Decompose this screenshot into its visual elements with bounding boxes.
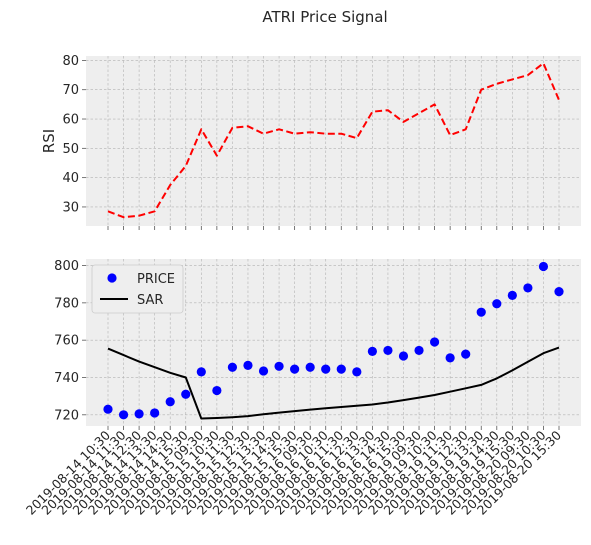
rsi-plot-area bbox=[86, 56, 581, 226]
price-ytick-label: 740 bbox=[54, 371, 79, 386]
price-point bbox=[321, 364, 331, 374]
chart-title: ATRI Price Signal bbox=[262, 8, 387, 26]
price-point bbox=[367, 346, 377, 356]
price-point bbox=[445, 353, 455, 363]
price-point bbox=[212, 385, 222, 396]
price-point bbox=[243, 360, 253, 370]
price-point bbox=[538, 261, 549, 272]
rsi-ytick-label: 60 bbox=[62, 113, 79, 128]
price-point bbox=[461, 349, 471, 359]
price-point bbox=[165, 397, 175, 407]
price-point bbox=[227, 362, 238, 372]
rsi-line bbox=[107, 62, 560, 219]
price-point bbox=[274, 361, 284, 371]
rsi-panel: 30 40 50 60 70 80 RSI bbox=[40, 54, 581, 230]
price-point bbox=[476, 307, 486, 317]
price-ytick-label: 800 bbox=[54, 259, 79, 274]
rsi-ytick-label: 50 bbox=[62, 142, 79, 157]
price-point bbox=[290, 364, 300, 374]
legend-label-price: PRICE bbox=[137, 272, 175, 287]
rsi-ytick-label: 70 bbox=[62, 83, 79, 98]
price-point bbox=[398, 351, 409, 361]
rsi-ytick-label: 40 bbox=[62, 171, 79, 186]
price-point bbox=[507, 290, 517, 300]
price-point bbox=[383, 345, 393, 356]
price-point bbox=[523, 283, 533, 293]
price-point bbox=[181, 389, 191, 399]
price-point bbox=[554, 287, 564, 297]
price-point bbox=[429, 337, 440, 347]
rsi-ytick-label: 80 bbox=[62, 54, 79, 69]
price-point bbox=[414, 345, 424, 356]
price-point bbox=[258, 366, 269, 376]
price-point bbox=[352, 367, 362, 377]
price-point bbox=[336, 364, 346, 374]
legend-marker-price bbox=[107, 273, 117, 283]
sar-line bbox=[107, 346, 560, 420]
price-point bbox=[150, 408, 160, 418]
price-point bbox=[492, 299, 502, 309]
rsi-ylabel: RSI bbox=[40, 129, 58, 153]
price-ytick-label: 760 bbox=[54, 334, 79, 349]
rsi-ytick-label: 30 bbox=[62, 200, 79, 215]
price-point bbox=[118, 410, 129, 420]
price-ytick-label: 780 bbox=[54, 296, 79, 311]
price-ytick-label: 720 bbox=[54, 408, 79, 423]
legend-label-sar: SAR bbox=[137, 293, 163, 308]
price-point bbox=[305, 362, 315, 372]
price-point bbox=[103, 404, 113, 414]
price-point bbox=[134, 409, 144, 419]
price-point bbox=[196, 367, 206, 377]
